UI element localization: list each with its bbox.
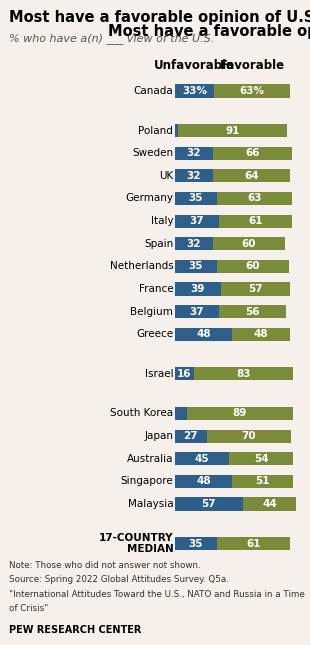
Text: of Crisis": of Crisis" <box>9 604 49 613</box>
Bar <box>243 497 296 511</box>
Bar <box>175 124 178 137</box>
Text: Malaysia: Malaysia <box>128 499 173 509</box>
Bar <box>219 215 292 228</box>
Text: 48: 48 <box>254 329 268 339</box>
Text: 63: 63 <box>247 194 262 203</box>
Bar <box>175 260 217 273</box>
Bar <box>175 497 243 511</box>
Text: Canada: Canada <box>134 86 173 96</box>
Bar <box>175 452 229 465</box>
Text: 17-COUNTRY
MEDIAN: 17-COUNTRY MEDIAN <box>99 533 173 555</box>
Text: Singapore: Singapore <box>121 477 173 486</box>
Text: Poland: Poland <box>139 126 173 135</box>
Text: 48: 48 <box>196 477 211 486</box>
Bar <box>175 84 214 97</box>
Text: 66: 66 <box>246 148 260 158</box>
Bar <box>213 146 292 160</box>
Bar <box>175 146 213 160</box>
Text: 32: 32 <box>187 239 201 249</box>
Text: 91: 91 <box>226 126 240 135</box>
Text: 35: 35 <box>188 194 203 203</box>
Text: Italy: Italy <box>151 216 173 226</box>
Text: Australia: Australia <box>127 453 173 464</box>
Text: 60: 60 <box>246 261 260 272</box>
Bar <box>232 475 294 488</box>
Bar <box>217 537 290 550</box>
Text: 35: 35 <box>188 539 203 549</box>
Text: 57: 57 <box>248 284 263 294</box>
Text: UK: UK <box>159 171 173 181</box>
Bar <box>175 169 213 183</box>
Text: Germany: Germany <box>125 194 173 203</box>
Text: 35: 35 <box>188 261 203 272</box>
Text: 70: 70 <box>242 431 256 441</box>
Bar <box>219 305 286 318</box>
Text: Spain: Spain <box>144 239 173 249</box>
Bar <box>207 430 291 442</box>
Text: 60: 60 <box>242 239 256 249</box>
Text: Favorable: Favorable <box>219 59 285 72</box>
Text: Netherlands: Netherlands <box>110 261 173 272</box>
Text: 45: 45 <box>194 453 209 464</box>
Text: 51: 51 <box>256 477 270 486</box>
Bar <box>194 367 294 381</box>
Text: 27: 27 <box>184 431 198 441</box>
Text: 83: 83 <box>237 369 251 379</box>
Text: 63%: 63% <box>240 86 264 96</box>
Text: 56: 56 <box>246 306 260 317</box>
Bar <box>175 283 221 295</box>
Bar <box>175 215 219 228</box>
Text: Israel: Israel <box>145 369 173 379</box>
Text: 61: 61 <box>248 216 263 226</box>
Bar <box>175 407 187 420</box>
Text: 54: 54 <box>254 453 268 464</box>
Bar <box>229 452 294 465</box>
Text: 57: 57 <box>202 499 216 509</box>
Bar <box>175 430 207 442</box>
Text: PEW RESEARCH CENTER: PEW RESEARCH CENTER <box>9 625 142 635</box>
Bar <box>232 328 290 341</box>
Bar <box>175 367 194 381</box>
Bar <box>175 328 232 341</box>
Text: 89: 89 <box>233 408 247 419</box>
Bar <box>217 192 292 205</box>
Text: Unfavorable: Unfavorable <box>154 59 235 72</box>
Text: 48: 48 <box>196 329 211 339</box>
Bar <box>178 124 287 137</box>
Text: "International Attitudes Toward the U.S., NATO and Russia in a Time: "International Attitudes Toward the U.S.… <box>9 590 305 599</box>
Text: South Korea: South Korea <box>110 408 173 419</box>
Bar <box>217 260 289 273</box>
Bar <box>213 237 285 250</box>
Text: France: France <box>139 284 173 294</box>
Text: Source: Spring 2022 Global Attitudes Survey. Q5a.: Source: Spring 2022 Global Attitudes Sur… <box>9 575 229 584</box>
Text: 37: 37 <box>189 306 204 317</box>
Bar <box>175 237 213 250</box>
Bar <box>175 192 217 205</box>
Text: Japan: Japan <box>144 431 173 441</box>
Text: % who have a(n) ___ view of the U.S.: % who have a(n) ___ view of the U.S. <box>9 34 215 45</box>
Text: Note: Those who did not answer not shown.: Note: Those who did not answer not shown… <box>9 561 201 570</box>
Bar <box>213 169 290 183</box>
Text: 32: 32 <box>187 171 201 181</box>
Text: Greece: Greece <box>136 329 173 339</box>
Bar <box>175 305 219 318</box>
Text: 61: 61 <box>246 539 260 549</box>
Text: 37: 37 <box>189 216 204 226</box>
Text: 33%: 33% <box>182 86 207 96</box>
Bar <box>175 475 232 488</box>
Text: 32: 32 <box>187 148 201 158</box>
Text: Most have a favorable opinion of U.S.: Most have a favorable opinion of U.S. <box>108 24 310 39</box>
Text: 44: 44 <box>262 499 277 509</box>
Bar <box>214 84 290 97</box>
Bar <box>187 407 294 420</box>
Text: Sweden: Sweden <box>132 148 173 158</box>
Text: 39: 39 <box>191 284 205 294</box>
Text: 16: 16 <box>177 369 192 379</box>
Text: Most have a favorable opinion of U.S.: Most have a favorable opinion of U.S. <box>9 10 310 25</box>
Bar <box>175 537 217 550</box>
Bar <box>221 283 290 295</box>
Text: 64: 64 <box>244 171 259 181</box>
Text: Belgium: Belgium <box>131 306 173 317</box>
